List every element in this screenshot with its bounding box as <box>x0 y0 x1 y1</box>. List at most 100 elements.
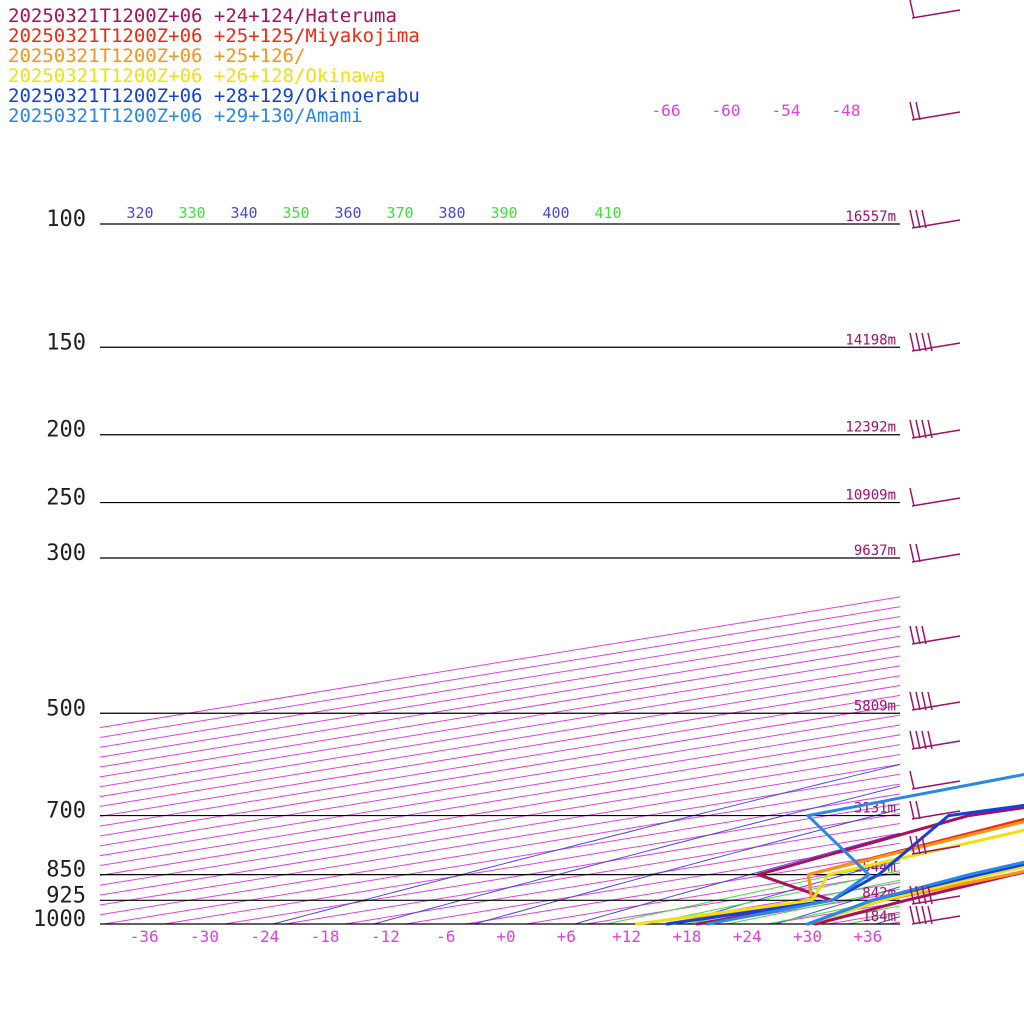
height-label: 5809m <box>854 698 896 714</box>
theta-label: 390 <box>490 204 517 222</box>
dewpoint-profile <box>665 803 1024 926</box>
height-label: 184m <box>862 909 896 925</box>
theta-label: 350 <box>282 204 309 222</box>
height-label: 12392m <box>845 420 896 436</box>
wind-barb-flag <box>927 730 933 750</box>
isotherm-line <box>100 734 900 867</box>
isotherm-line <box>100 783 900 916</box>
isotherm-line <box>100 724 900 857</box>
isotherm-line <box>100 665 900 798</box>
isotherm-line <box>100 675 900 807</box>
wind-barb-flag <box>909 625 915 645</box>
isotherm-line <box>100 645 900 778</box>
wind-barb-flag <box>921 419 927 439</box>
pressure-label: 1000 <box>33 907 86 932</box>
wind-barb <box>909 419 961 439</box>
temperature-tick-label: +18 <box>672 927 701 946</box>
wind-barb-flag <box>909 543 915 563</box>
isotherm-lines <box>100 596 900 924</box>
wind-barb-flag <box>927 691 933 711</box>
wind-barb <box>909 332 961 352</box>
temperature-tick-label: -12 <box>371 927 400 946</box>
dry-adiabat <box>472 808 900 924</box>
theta-label: 410 <box>594 204 621 222</box>
isotherm-line <box>100 694 900 827</box>
wind-barb-flag <box>927 419 933 439</box>
isotherm-line <box>100 763 900 896</box>
theta-label: 380 <box>438 204 465 222</box>
legend-entry-hateruma: 20250321T1200Z+06 +24+124/Hateruma <box>8 5 397 27</box>
upper-temperature-label: -60 <box>712 101 741 120</box>
wind-barb-flag <box>927 905 933 925</box>
legend-entry-okinoerabu: 20250321T1200Z+06 +28+129/Okinoerabu <box>8 85 420 107</box>
wind-barb-flag <box>909 209 915 229</box>
wind-barb-flag <box>921 730 927 750</box>
wind-barb-flag <box>909 885 915 905</box>
wind-barb <box>909 800 961 820</box>
wind-barb-flag <box>909 0 915 19</box>
wind-barb <box>909 101 961 121</box>
temperature-tick-label: -18 <box>311 927 340 946</box>
temperature-tick-label: +0 <box>496 927 515 946</box>
wind-barb-flag <box>909 730 915 750</box>
wind-barb-flag <box>909 487 915 507</box>
wind-barb-flag <box>921 625 927 645</box>
wind-barb-flag <box>909 835 915 855</box>
wind-barb-flag <box>927 885 933 905</box>
height-label: 10909m <box>845 488 896 504</box>
temperature-tick-label: +30 <box>793 927 822 946</box>
wind-barb-flag <box>921 885 927 905</box>
dewpoint-profile <box>705 772 1024 926</box>
wind-barb-flag <box>915 543 921 563</box>
dry-adiabat-lines <box>271 763 900 924</box>
wind-barb-flag <box>927 332 933 352</box>
wind-barb-flag <box>909 332 915 352</box>
temperature-tick-label: +24 <box>733 927 762 946</box>
dry-adiabat <box>371 785 900 924</box>
isotherm-line <box>224 813 900 924</box>
isotherm-line <box>100 655 900 788</box>
wind-barb-flag <box>915 101 921 121</box>
wind-barb-flag <box>915 332 921 352</box>
wind-barb <box>909 770 961 790</box>
pressure-label: 850 <box>46 858 86 883</box>
wind-barb-staff <box>911 9 961 19</box>
wind-barb-flag <box>915 419 921 439</box>
wind-barb-flag <box>915 625 921 645</box>
theta-label: 400 <box>542 204 569 222</box>
wind-barb-flag <box>909 800 915 820</box>
wind-barb <box>909 691 961 711</box>
legend-entry-unnamed: 20250321T1200Z+06 +25+126/ <box>8 45 306 67</box>
dry-adiabat <box>673 858 900 924</box>
upper-temperature-label: -54 <box>772 101 801 120</box>
theta-label: 330 <box>178 204 205 222</box>
wind-barb <box>909 209 961 229</box>
isotherm-line <box>465 852 900 924</box>
wind-barb-flag <box>921 905 927 925</box>
dewpoint-profile <box>665 817 1024 926</box>
height-labels: 16557m14198m12392m10909m9637m5809m3131m1… <box>845 209 896 925</box>
isotherm-line <box>100 744 900 876</box>
wind-barb-flag <box>921 209 927 229</box>
wind-barb-flag <box>915 800 921 820</box>
upper-temperature-label: -66 <box>652 101 681 120</box>
isotherm-line <box>706 891 900 924</box>
isotherm-line <box>646 882 900 924</box>
temperature-tick-label: +12 <box>612 927 641 946</box>
wind-barb-flag <box>915 209 921 229</box>
temperature-tick-label: +6 <box>557 927 576 946</box>
wind-barb-flag <box>909 691 915 711</box>
height-label: 14198m <box>845 332 896 348</box>
wind-barb <box>909 835 961 855</box>
temperature-tick-label: -24 <box>250 927 279 946</box>
dewpoint-profile <box>635 828 1024 926</box>
wind-barb <box>909 543 961 563</box>
wind-barb-flag <box>915 905 921 925</box>
dry-adiabat <box>774 886 900 924</box>
wind-barb <box>909 905 961 925</box>
height-label: 16557m <box>845 209 896 225</box>
wind-barb <box>909 0 961 19</box>
wind-barb-flag <box>921 332 927 352</box>
